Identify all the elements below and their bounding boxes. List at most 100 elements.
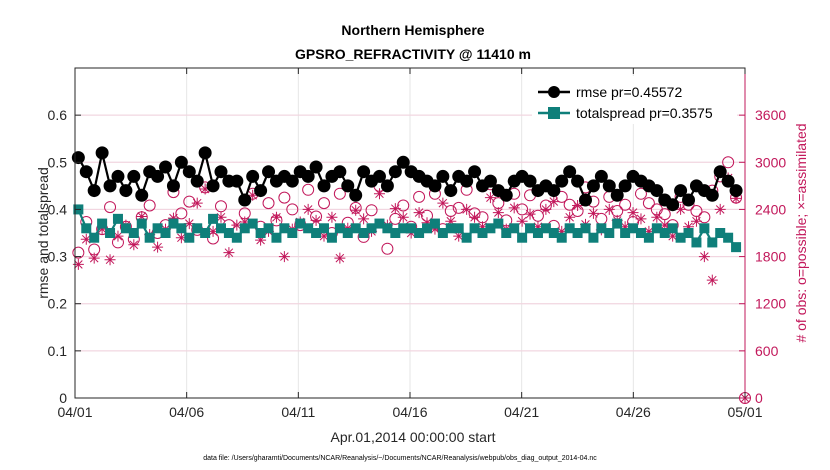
totalspread-point <box>358 228 369 238</box>
chart-title: Northern Hemisphere <box>341 22 484 38</box>
assimilated-obs-point <box>191 197 203 209</box>
x-tick-label: 04/01 <box>57 404 92 420</box>
rmse-point <box>523 174 537 188</box>
y-tick-label: 0.6 <box>48 107 68 123</box>
legend: rmse pr=0.45572 totalspread pr=0.3575 <box>532 76 737 124</box>
assimilated-obs-point <box>683 221 695 233</box>
rmse-point <box>79 165 93 179</box>
totalspread-point <box>89 232 100 243</box>
totalspread-point <box>643 232 654 243</box>
assimilated-obs-point <box>476 221 488 233</box>
rmse-point <box>317 179 331 193</box>
y-tick-label: 0.4 <box>48 201 68 217</box>
rmse-point <box>190 174 204 188</box>
rmse-point <box>182 165 196 179</box>
totalspread-point <box>580 223 591 234</box>
rmse-point <box>95 146 109 160</box>
totalspread-point <box>469 223 480 234</box>
totalspread-point <box>215 223 226 234</box>
rmse-point <box>198 146 212 160</box>
assimilated-obs-point <box>167 212 179 224</box>
rmse-point <box>682 193 696 207</box>
assimilated-obs-point <box>635 213 647 225</box>
possible-obs-point <box>381 242 394 255</box>
assimilated-obs-point <box>492 207 504 219</box>
rmse-point <box>230 174 244 188</box>
assimilated-obs-point <box>104 254 116 266</box>
assimilated-obs-point <box>112 230 124 242</box>
totalspread-point <box>572 228 583 238</box>
assimilated-obs-point <box>358 213 370 225</box>
totalspread-point <box>208 213 219 224</box>
totalspread-point <box>382 223 393 234</box>
possible-obs-point <box>318 197 331 210</box>
possible-obs-point <box>413 190 426 203</box>
assimilated-obs-point <box>207 225 219 237</box>
totalspread-point <box>176 223 187 234</box>
possible-obs-point <box>175 207 188 220</box>
x-axis: 04/01 04/06 04/11 04/16 04/21 04/26 05/01 <box>57 68 763 420</box>
x-tick-label: 04/21 <box>504 404 539 420</box>
assimilated-obs-point <box>373 188 385 200</box>
x-tick-label: 04/06 <box>169 404 204 420</box>
assimilated-obs-point <box>183 218 195 230</box>
y-tick-label: 0 <box>59 390 67 406</box>
rmse-point <box>301 169 315 183</box>
totalspread-point <box>350 223 361 234</box>
totalspread-point <box>271 232 282 243</box>
assimilated-obs-point <box>548 196 560 208</box>
assimilated-obs-point <box>413 207 425 219</box>
totalspread-point <box>564 223 575 234</box>
assimilated-obs-point <box>572 200 584 211</box>
y-tick-label: 0.3 <box>48 249 68 265</box>
rmse-point <box>555 174 569 188</box>
assimilated-obs-point <box>675 203 687 215</box>
assimilated-obs-point <box>397 211 409 223</box>
totalspread-point <box>319 223 330 234</box>
y-right-tick-label: 1200 <box>755 296 786 312</box>
possible-obs-point <box>397 199 410 212</box>
rmse-point <box>111 169 125 183</box>
legend-totalspread-marker <box>548 107 560 119</box>
totalspread-point <box>453 223 464 234</box>
possible-obs-point <box>104 201 117 214</box>
totalspread-point <box>279 223 290 234</box>
totalspread-point <box>144 232 155 243</box>
possible-obs-point <box>333 187 346 200</box>
possible-obs-point <box>72 246 85 259</box>
rmse-point <box>119 184 133 198</box>
totalspread-point <box>556 232 567 243</box>
totalspread-point <box>461 232 472 243</box>
x-tick-label: 04/11 <box>281 404 315 420</box>
rmse-point <box>166 179 180 193</box>
assimilated-obs-point <box>619 221 631 233</box>
y-tick-label: 0.5 <box>48 154 68 170</box>
y-axis-left: 0 0.1 0.2 0.3 0.4 0.5 0.6 <box>48 107 81 406</box>
rmse-point <box>333 165 347 179</box>
legend-rmse-marker <box>548 86 560 98</box>
possible-obs-point <box>555 190 568 203</box>
possible-obs-point <box>286 203 299 216</box>
rmse-point <box>349 188 363 202</box>
totalspread-point <box>160 228 171 238</box>
y-right-tick-label: 0 <box>755 390 763 406</box>
rmse-point <box>602 179 616 193</box>
rmse-point <box>483 174 497 188</box>
rmse-point <box>428 179 442 193</box>
assimilated-obs-point <box>690 215 702 227</box>
assimilated-obs-point <box>152 241 164 253</box>
totalspread-point <box>81 223 92 234</box>
y-axis-label: rmse and totalspread <box>35 167 51 299</box>
y-right-tick-label: 600 <box>755 343 779 359</box>
rmse-point <box>547 184 561 198</box>
possible-obs-point <box>365 204 378 217</box>
assimilated-obs-point <box>128 239 140 251</box>
rmse-point <box>721 174 735 188</box>
rmse-point <box>460 174 474 188</box>
totalspread-point <box>263 223 274 234</box>
y-right-tick-label: 3000 <box>755 154 786 170</box>
y-axis-right: 0 600 1200 1800 2400 3000 3600 <box>739 107 786 406</box>
rmse-point <box>206 179 220 193</box>
totalspread-point <box>334 223 345 234</box>
totalspread-point <box>588 232 599 243</box>
